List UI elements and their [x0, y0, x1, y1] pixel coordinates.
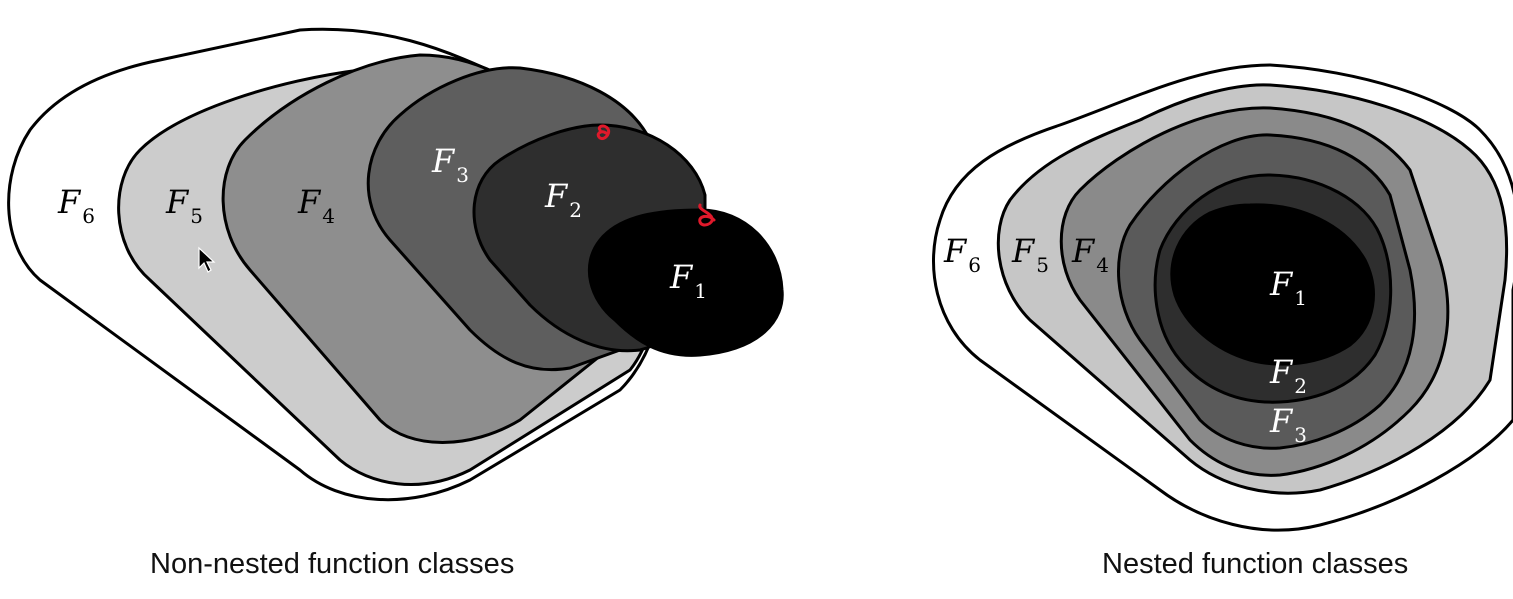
red-annotation-marks	[596, 124, 716, 227]
arrow-cursor-icon	[198, 246, 216, 273]
annotation-scribble-1	[596, 124, 611, 141]
region-f1	[587, 208, 784, 357]
region-f1	[1170, 203, 1375, 366]
left-set-labels: F 6 F 5 F 4 F 3 F 2 F 1	[57, 142, 707, 303]
nested-diagram: F 6 F 5 F 4 F 3F 2 F 1	[932, 63, 1513, 532]
right-set-labels: F 6 F 5 F 4 F 3F 2 F 1	[943, 232, 1307, 447]
non-nested-diagram: F 6 F 5 F 4 F 3 F 2 F 1	[7, 27, 784, 502]
annotation-scribble-2	[698, 203, 716, 227]
caption-nested: Nested function classes	[1102, 548, 1409, 580]
caption-non-nested: Non-nested function classes	[150, 548, 515, 580]
